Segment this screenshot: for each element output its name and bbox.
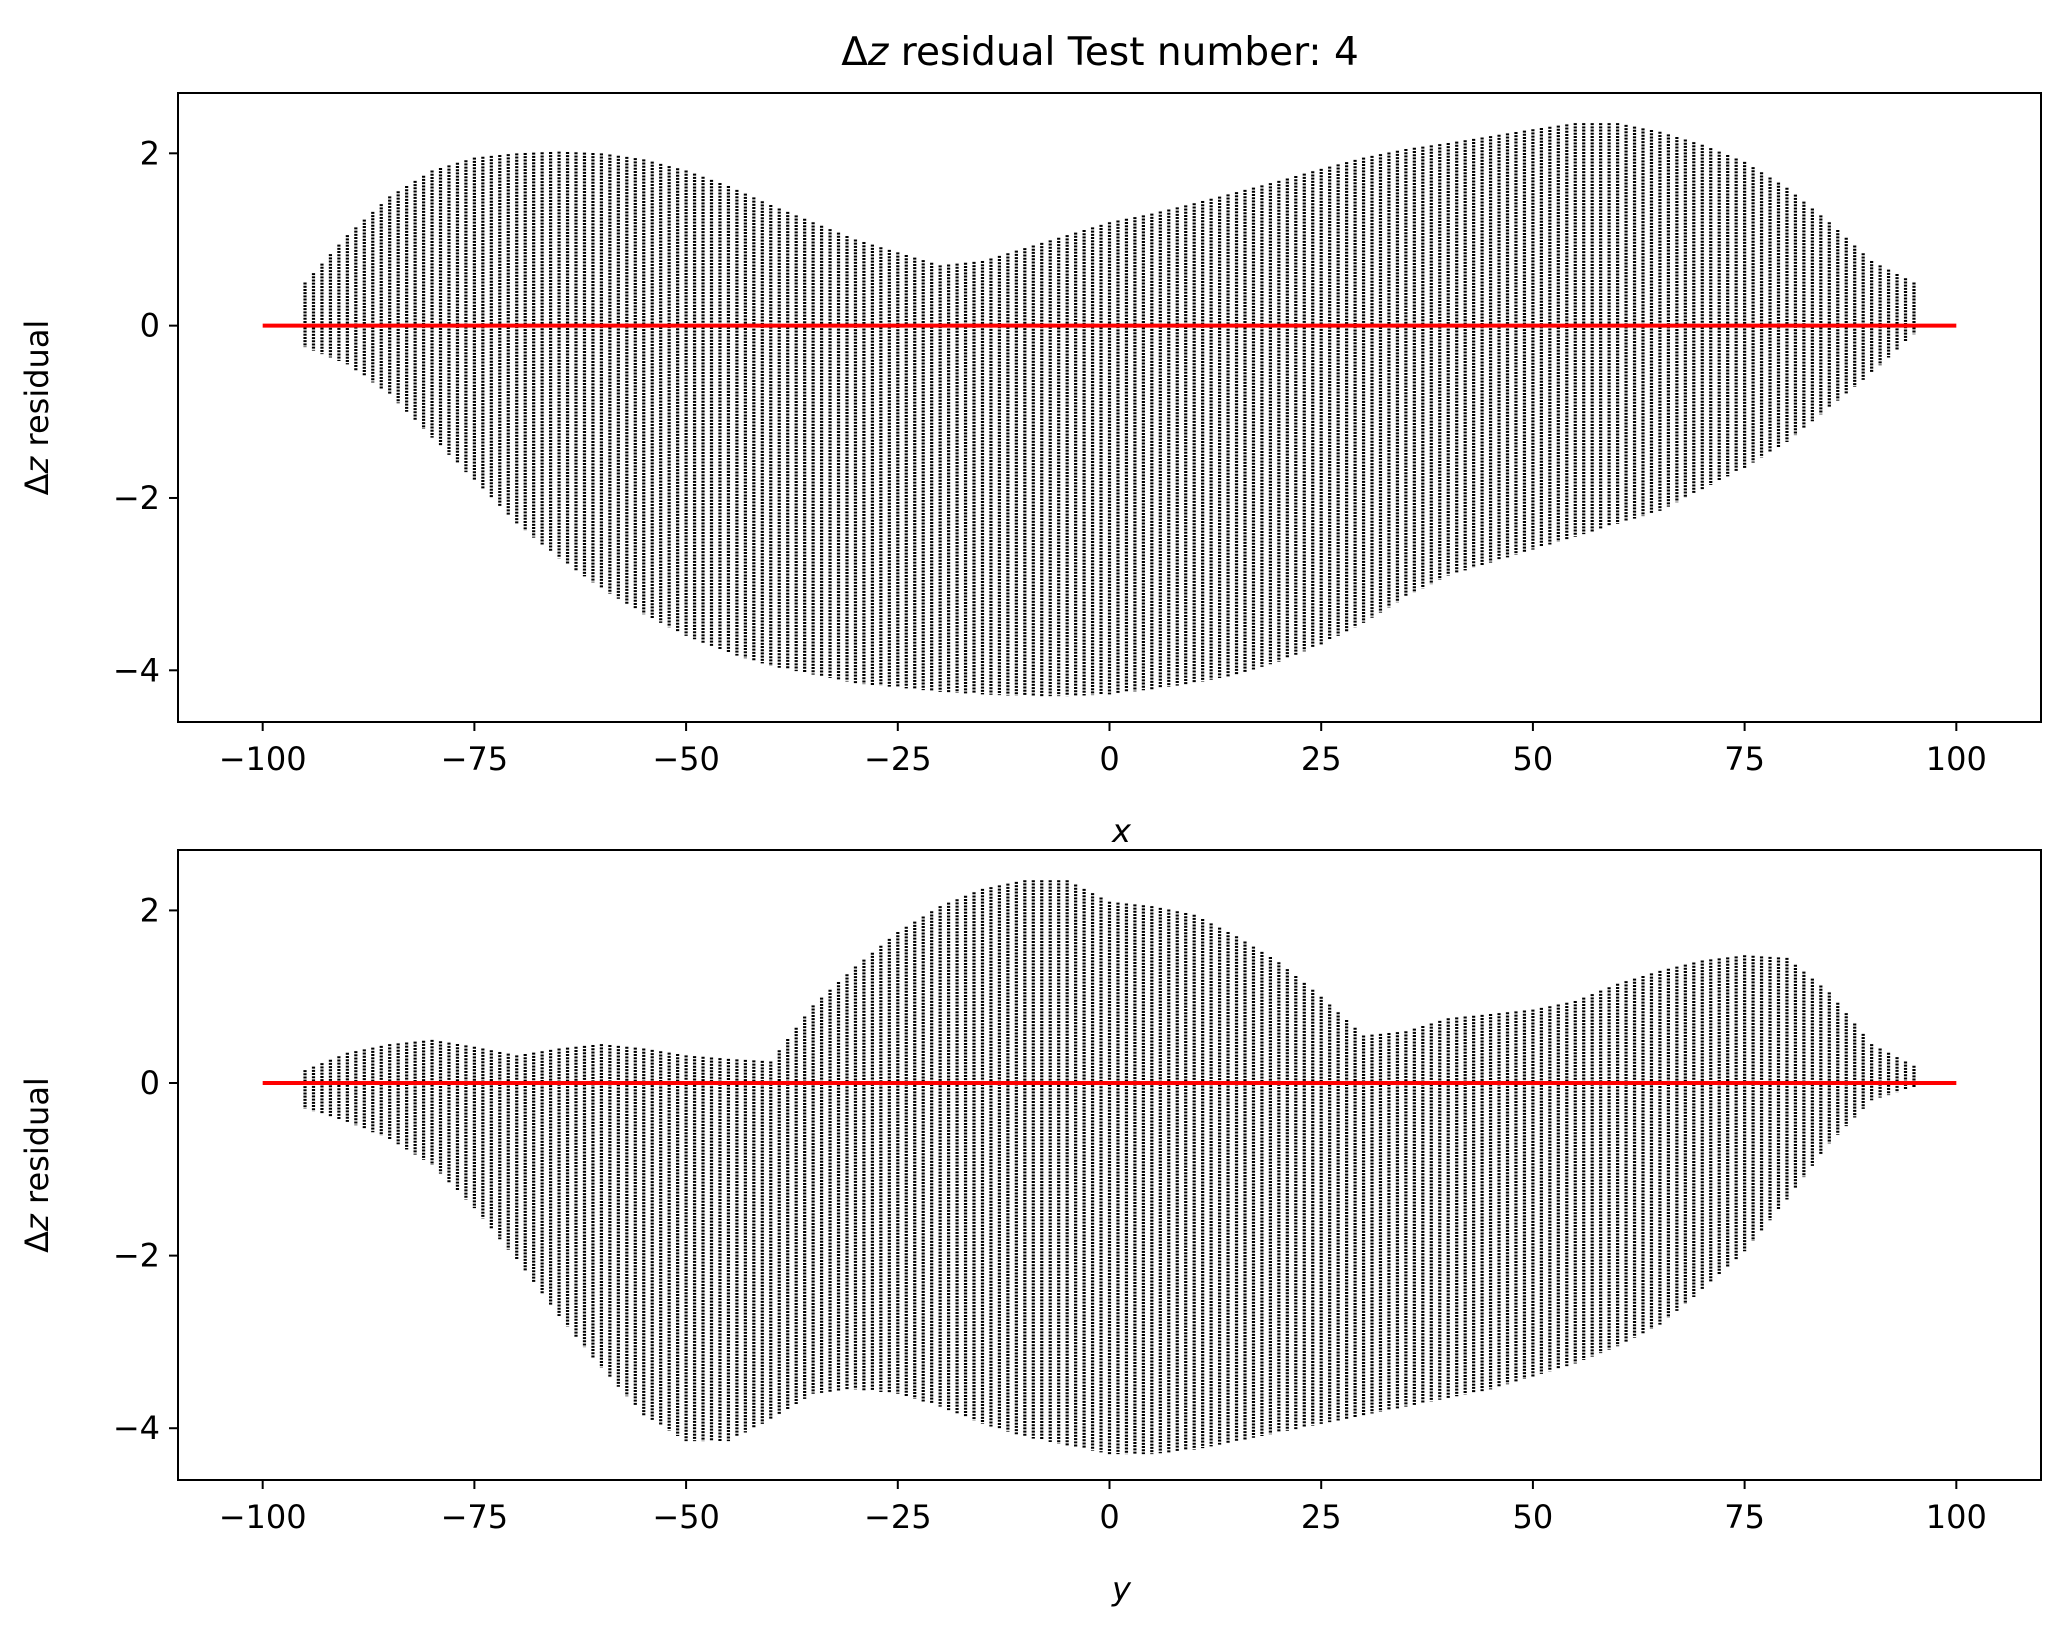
x-tick-label: −75 [441,740,509,778]
x-tick-label: −50 [652,740,720,778]
point-columns [303,123,1916,697]
x-tick-label: −100 [219,740,307,778]
y-tick-label: −4 [113,1409,160,1447]
x-tick-label: 100 [1926,740,1987,778]
x-axis-label: x [1111,812,1132,850]
x-tick-label: −100 [219,1498,307,1536]
bottom-panel-y: −100 −75 −50 −25 0 25 50 75 100 −4 −2 0 2 y Δz residua… [18,849,2042,1608]
x-tick-label: 50 [1513,1498,1554,1536]
y-axis-label: Δz residual [18,320,56,496]
y-tick-label: 0 [140,1064,160,1102]
x-tick-label: −25 [864,740,932,778]
x-tick-label: 50 [1513,740,1554,778]
x-tick-label: 25 [1301,740,1342,778]
top-panel-x: −100 −75 −50 −25 0 25 50 75 100 −4 −2 0 2 x Δz residua… [18,92,2042,850]
y-tick-label: 2 [140,134,160,172]
y-tick-label: −4 [113,651,160,689]
x-tick-label: 75 [1724,1498,1765,1536]
x-tick-label: 100 [1926,1498,1987,1536]
x-tick-label: 25 [1301,1498,1342,1536]
y-tick-label: −2 [113,1237,160,1275]
x-tick-label: −50 [652,1498,720,1536]
y-tick-label: 0 [140,307,160,345]
figure-title: Δz residual Test number: 4 [841,30,1359,75]
x-tick-label: −75 [441,1498,509,1536]
y-axis-label: Δz residual [18,1077,56,1253]
y-tick-label: −2 [113,479,160,517]
x-tick-label: 0 [1099,1498,1119,1536]
point-columns [303,880,1916,1455]
x-tick-label: −25 [864,1498,932,1536]
x-tick-label: 75 [1724,740,1765,778]
x-tick-label: 0 [1099,740,1119,778]
y-tick-label: 2 [140,891,160,929]
x-axis-label: y [1111,1570,1132,1608]
